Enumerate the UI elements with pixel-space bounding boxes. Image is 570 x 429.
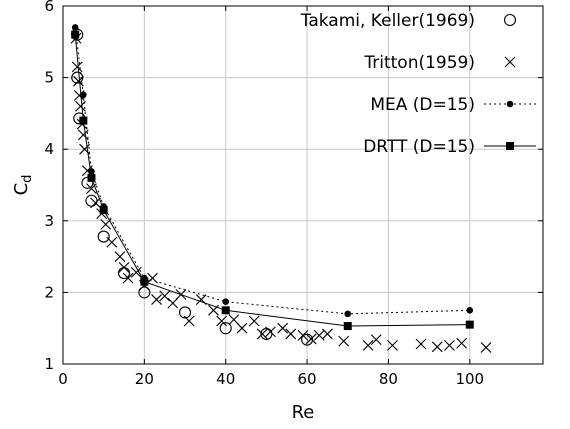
data-point [87,173,96,182]
data-point [88,168,95,175]
data-point [466,307,474,314]
axis-ticks: 0 20 40 60 80 100 1 2 3 4 5 6 [44,0,543,388]
legend: Takami, Keller(1969) Tritton(1959) MEA (D=… [300,11,536,157]
series-1 [70,32,492,353]
data-point [151,294,162,305]
data-point [305,333,317,345]
y-tick-label: 5 [44,69,54,87]
data-point [117,267,131,280]
x-tick-label: 100 [455,370,484,388]
x-tick-label: 60 [298,370,317,388]
legend-marker [506,142,514,150]
data-point [222,298,230,306]
data-point [344,310,352,318]
data-point [480,342,492,353]
data-point [118,261,130,273]
legend-marker [506,100,514,108]
data-point [343,322,352,331]
y-tick-label: 4 [44,140,54,158]
legend-label: Takami, Keller(1969) [300,11,475,31]
data-point [297,329,309,341]
y-tick-label: 1 [44,355,54,373]
y-axis-label-main: C [11,183,32,196]
data-point [100,218,112,230]
data-point [387,339,398,351]
data-point [431,341,443,353]
data-point [221,306,230,315]
data-point [277,322,289,334]
data-point [99,206,108,215]
data-point [106,236,118,248]
data-point [415,338,427,350]
data-point [370,334,382,346]
plot-series [70,24,492,353]
data-point [85,194,98,207]
y-tick-label: 6 [44,0,54,15]
y-axis-label: Cd [11,175,35,196]
data-point [465,320,474,329]
data-point [138,286,151,299]
x-axis-label: Re [292,402,315,423]
data-point [77,129,89,141]
data-point [140,277,149,286]
series-0 [71,28,314,346]
data-point [71,30,80,39]
data-point [444,339,455,351]
series-line [74,27,470,315]
data-point [265,326,276,338]
data-point [248,315,260,327]
data-point [362,339,374,351]
data-point [159,290,171,302]
plot-frame [62,5,544,365]
data-point [167,297,179,309]
data-point [97,230,110,243]
data-point [122,272,134,284]
legend-marker [503,13,517,27]
data-point [183,315,195,327]
x-tick-label: 20 [135,370,154,388]
x-tick-label: 40 [216,370,235,388]
x-tick-label: 0 [58,370,68,388]
x-tick-label: 80 [379,370,398,388]
data-point [285,328,297,340]
data-point [79,116,88,125]
data-point [322,328,333,340]
y-tick-label: 3 [44,212,54,230]
grid [63,6,543,364]
data-point [71,24,79,31]
legend-label: DRTT (D=15) [363,137,475,157]
data-point [456,337,468,349]
data-point [178,306,192,319]
legend-marker [504,56,516,68]
data-point [236,322,248,334]
data-point [80,91,87,99]
series-3 [71,30,474,331]
data-point [216,315,228,327]
legend-label: Tritton(1959) [363,53,475,73]
data-point [228,314,240,325]
data-point [114,251,126,262]
data-point [71,61,83,73]
data-point [130,266,142,278]
series-line [74,34,470,327]
data-point [338,335,350,347]
y-tick-label: 2 [44,283,54,301]
y-axis-label-subscript: d [20,175,35,183]
data-point [256,328,268,340]
data-point [219,322,232,335]
legend-label: MEA (D=15) [370,95,475,115]
data-point [90,197,101,209]
